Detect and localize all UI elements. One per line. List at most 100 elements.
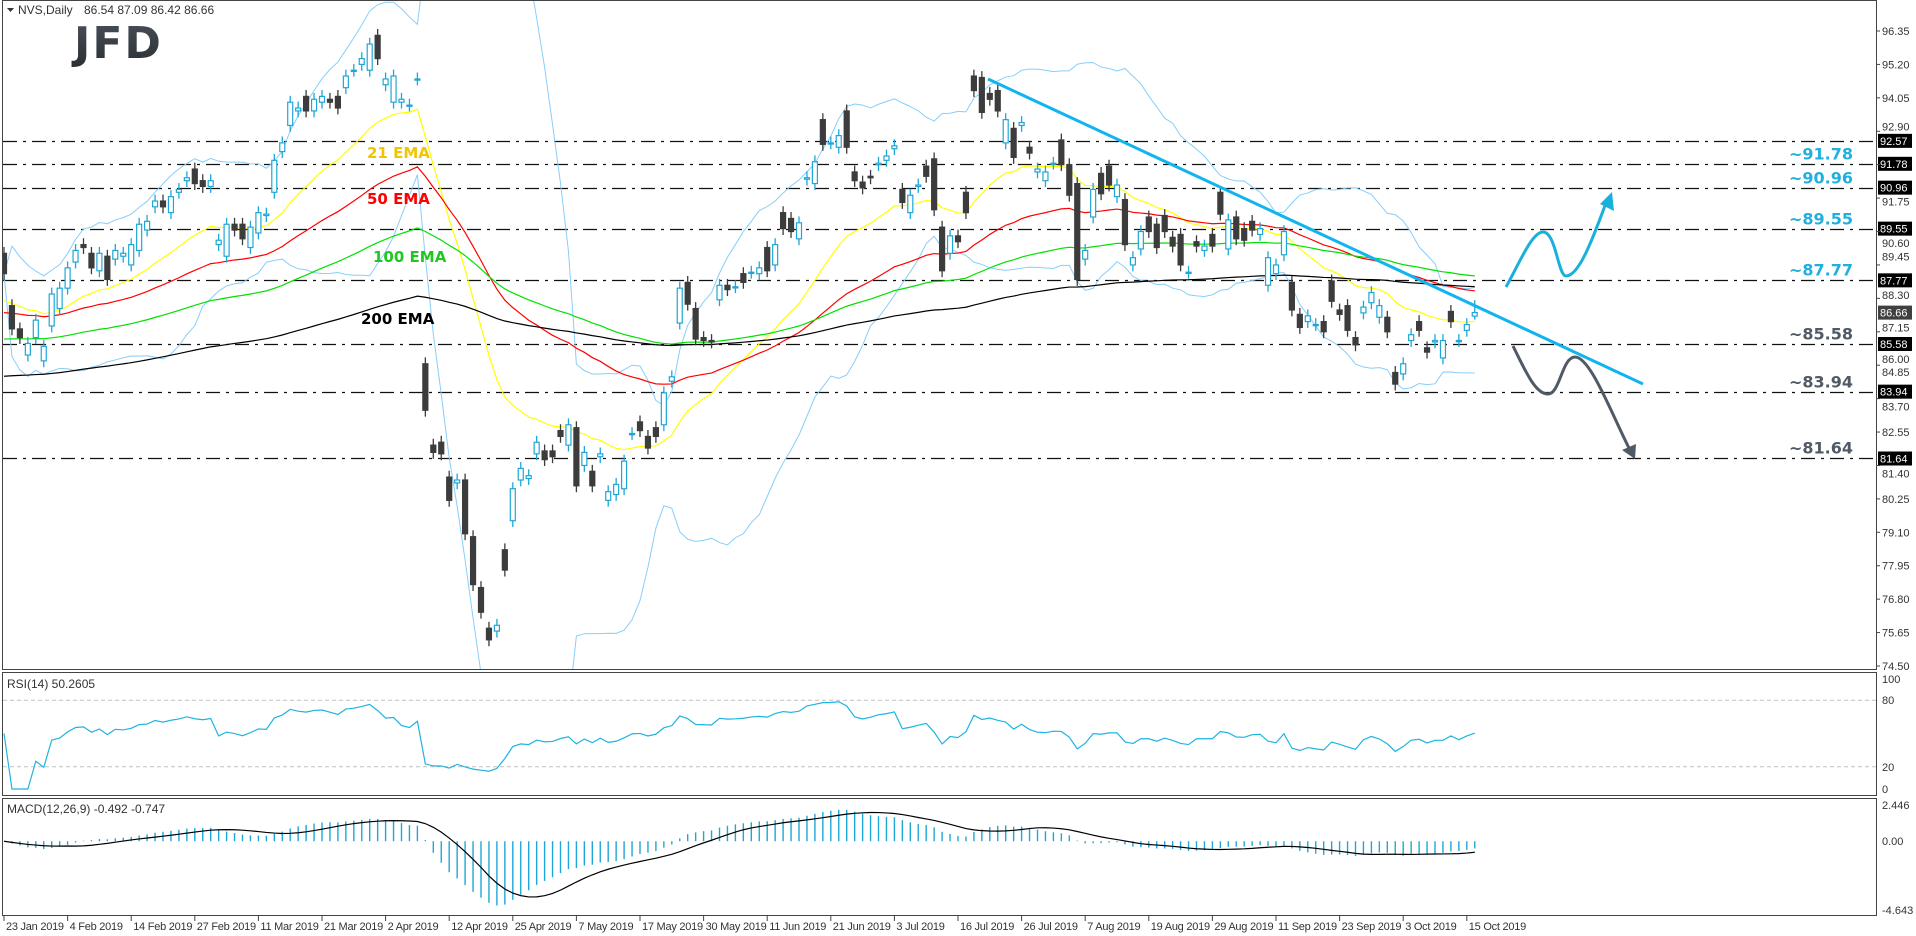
price-tick-label: 74.50 — [1882, 661, 1910, 673]
bear-candle — [446, 470, 453, 507]
bear-candle — [636, 415, 644, 437]
bull-candle — [1280, 225, 1288, 262]
candle-body — [1241, 228, 1248, 241]
candle-body — [390, 75, 397, 103]
bull-candle — [613, 477, 620, 501]
candle-body — [358, 58, 365, 66]
candle-body — [1384, 316, 1391, 333]
price-pane[interactable] — [2, 0, 1877, 670]
bull-candle — [175, 182, 182, 199]
rsi-pane[interactable] — [2, 672, 1877, 796]
bear-candle — [1233, 210, 1240, 246]
bull-candle — [1360, 300, 1367, 320]
bear-candle — [374, 28, 381, 66]
price-tick-label: 77.95 — [1882, 561, 1910, 573]
bollinger-bands — [3, 1, 1475, 669]
candle-body — [183, 177, 190, 182]
candle-body — [215, 239, 222, 246]
bear-candle — [938, 220, 946, 278]
candle-body — [430, 444, 437, 453]
bull-candle — [263, 207, 270, 222]
bull-candle — [565, 418, 572, 452]
candle-body — [104, 255, 111, 281]
candle-body — [56, 287, 63, 310]
bear-candle — [819, 113, 826, 151]
candle-body — [485, 627, 493, 641]
macd-tick-label: 0.00 — [1882, 836, 1903, 848]
bear-candle — [779, 206, 787, 236]
bull-candle — [1256, 222, 1264, 241]
candle-body — [1328, 280, 1335, 302]
bear-candle — [16, 322, 23, 344]
price-tick-label: 88.30 — [1882, 290, 1910, 302]
candle-body — [835, 135, 842, 148]
candle-body — [1177, 233, 1184, 266]
candle-body — [779, 212, 787, 230]
candle-body — [1288, 281, 1296, 311]
candle-body — [923, 165, 930, 177]
candle-body — [24, 342, 31, 356]
bear-candle — [851, 165, 858, 188]
candle-body — [239, 223, 246, 240]
candle-body — [644, 435, 652, 449]
candle-body — [938, 226, 946, 272]
candle-body — [80, 244, 87, 249]
bear-candle — [644, 430, 652, 455]
collapse-triangle-icon[interactable] — [7, 8, 14, 12]
bear-candle — [422, 357, 429, 417]
candle-body — [175, 188, 182, 193]
bear-candle — [1066, 158, 1073, 202]
bull-candle — [112, 244, 119, 266]
candle-body — [247, 226, 254, 249]
price-axis: 92.57 91.78 90.96 89.55 87.77 85.58 83.94 81.64… — [1876, 26, 1912, 673]
candle-body — [954, 235, 962, 243]
bull-candle — [795, 216, 803, 246]
candle-body — [469, 536, 477, 586]
candle-body — [16, 328, 23, 339]
bull-candle — [366, 37, 373, 77]
bull-candle — [279, 136, 286, 158]
rsi-tick-label: 20 — [1882, 762, 1894, 774]
jfd-logo: JFD — [71, 18, 161, 69]
candle-body — [151, 200, 159, 208]
bull-candle — [40, 339, 47, 368]
candle-body — [1392, 371, 1399, 385]
bull-candle — [875, 156, 882, 172]
bullish-scenario-path — [1504, 202, 1608, 288]
candle-body — [1415, 321, 1423, 331]
candle-body — [1344, 305, 1351, 331]
bull-candle — [835, 129, 842, 154]
candle-body — [144, 220, 151, 231]
bear-candle — [1415, 315, 1423, 337]
candle-body — [128, 244, 135, 266]
candle-body — [875, 162, 882, 166]
candle-body — [636, 421, 644, 432]
candle-body — [501, 549, 508, 571]
level-price-label: 90.96 — [1880, 183, 1908, 195]
candle-body — [1010, 127, 1017, 159]
bollinger-lower-band — [3, 174, 1475, 669]
bull-candle — [517, 461, 524, 487]
bull-candle — [406, 98, 413, 112]
bull-candle — [318, 89, 326, 109]
bear-candle — [469, 530, 477, 592]
candle-body — [1368, 291, 1375, 304]
bear-candle — [1121, 193, 1129, 251]
candle-body — [1471, 312, 1478, 317]
bear-candle — [462, 473, 469, 541]
bull-candle — [907, 188, 914, 220]
bear-candle — [1058, 133, 1065, 172]
bear-candle — [724, 278, 731, 297]
bear-candle — [1209, 228, 1216, 253]
bear-candle — [1249, 214, 1256, 237]
candle-body — [32, 319, 39, 339]
bull-candle — [1050, 156, 1057, 170]
level-price-label: 85.58 — [1880, 339, 1908, 351]
date-tick-label: 19 Aug 2019 — [1151, 921, 1210, 933]
candle-body — [1272, 264, 1280, 275]
level-price-label: 92.57 — [1880, 136, 1908, 148]
bear-candle — [477, 581, 485, 619]
candle-body — [994, 89, 1001, 112]
candle-body — [1193, 241, 1200, 247]
macd-pane[interactable] — [2, 798, 1877, 916]
